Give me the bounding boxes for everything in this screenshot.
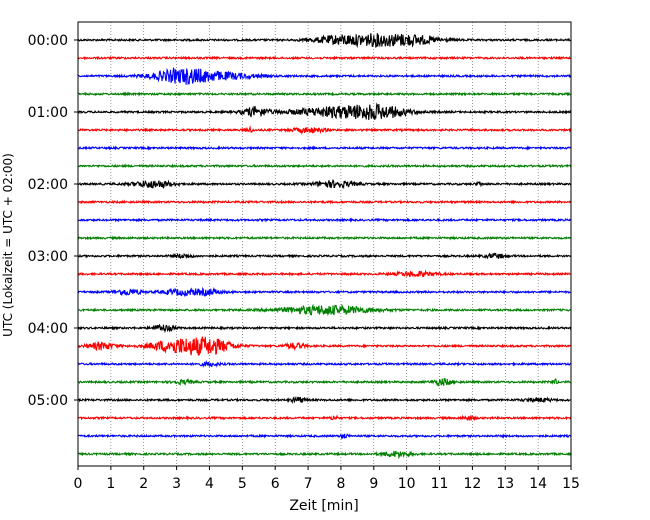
seismogram-trace-0230 bbox=[77, 217, 572, 223]
seismogram-trace-0000 bbox=[77, 33, 572, 49]
y-axis-label: UTC (Lokalzeit = UTC + 02:00) bbox=[1, 153, 15, 337]
x-tick-label: 5 bbox=[238, 476, 247, 492]
seismogram-trace-0430 bbox=[77, 359, 572, 368]
x-tick-label: 4 bbox=[205, 476, 214, 492]
x-tick-label: 15 bbox=[562, 476, 580, 492]
seismogram-trace-0215 bbox=[77, 199, 572, 205]
seismogram-trace-0245 bbox=[77, 235, 572, 241]
y-axis-ticks: 00:00 01:00 02:00 03:00 04:00 05:00 bbox=[28, 33, 78, 409]
y-tick-label: 00:00 bbox=[28, 33, 68, 49]
seismogram-trace-0130 bbox=[77, 145, 572, 151]
seismogram-trace-0200 bbox=[77, 178, 572, 190]
seismogram-trace-0545 bbox=[77, 450, 572, 460]
seismogram-trace-0145 bbox=[77, 163, 572, 169]
x-tick-label: 2 bbox=[139, 476, 148, 492]
x-tick-label: 12 bbox=[463, 476, 481, 492]
seismogram-trace-0500 bbox=[77, 395, 572, 405]
x-axis-label: Zeit [min] bbox=[289, 498, 358, 514]
seismogram-trace-0100 bbox=[77, 102, 572, 121]
y-tick-label: 05:00 bbox=[28, 393, 68, 409]
x-tick-label: 3 bbox=[172, 476, 181, 492]
x-tick-label: 8 bbox=[336, 476, 345, 492]
x-tick-label: 14 bbox=[529, 476, 547, 492]
seismogram-trace-0015 bbox=[77, 55, 572, 61]
x-grid bbox=[110, 22, 539, 466]
x-tick-label: 1 bbox=[106, 476, 115, 492]
y-tick-label: 03:00 bbox=[28, 249, 68, 265]
seismogram-trace-0330 bbox=[77, 286, 572, 298]
x-tick-label: 0 bbox=[74, 476, 83, 492]
x-tick-label: 10 bbox=[398, 476, 416, 492]
x-axis-ticks: 0 1 2 3 4 5 6 7 8 9 10 11 12 13 14 15 bbox=[74, 466, 580, 492]
seismogram-trace-0415 bbox=[77, 336, 572, 356]
seismogram-trace-0300 bbox=[77, 252, 572, 260]
x-tick-label: 6 bbox=[271, 476, 280, 492]
x-tick-label: 13 bbox=[496, 476, 514, 492]
seismogram-trace-0115 bbox=[77, 125, 572, 135]
x-tick-label: 7 bbox=[304, 476, 313, 492]
x-tick-label: 9 bbox=[369, 476, 378, 492]
seismogram-trace-0030 bbox=[77, 66, 572, 86]
seismogram-trace-0530 bbox=[77, 433, 572, 440]
seismogram-trace-0445 bbox=[77, 377, 572, 388]
x-tick-label: 11 bbox=[431, 476, 449, 492]
seismogram-trace-0515 bbox=[77, 414, 572, 422]
y-tick-label: 02:00 bbox=[28, 177, 68, 193]
seismogram-trace-0345 bbox=[77, 303, 572, 317]
seismogram-trace-0400 bbox=[77, 323, 572, 334]
y-tick-label: 01:00 bbox=[28, 105, 68, 121]
plot-frame bbox=[77, 21, 572, 467]
seismogram-trace-0045 bbox=[77, 91, 572, 97]
seismogram-traces bbox=[77, 33, 572, 460]
seismogram-trace-0315 bbox=[77, 269, 572, 278]
y-tick-label: 04:00 bbox=[28, 321, 68, 337]
